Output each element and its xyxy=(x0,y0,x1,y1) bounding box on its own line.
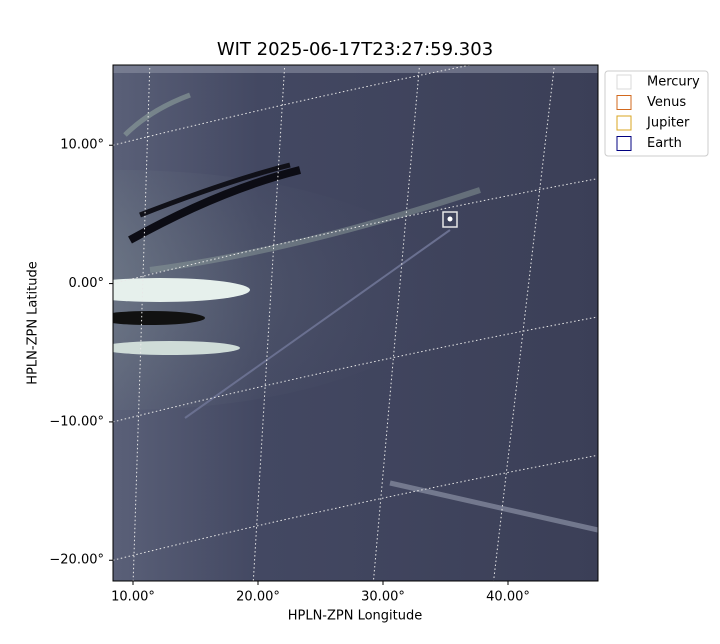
grid-line xyxy=(372,65,421,581)
x-tick-label: 40.00° xyxy=(486,590,530,605)
grid-line xyxy=(113,65,473,146)
legend-label: Mercury xyxy=(647,75,700,90)
plot-frame xyxy=(112,64,599,582)
grid-line xyxy=(493,65,555,581)
y-tick-label: 0.00° xyxy=(69,276,104,291)
x-tick-label: 10.00° xyxy=(111,590,155,605)
y-tick-label: −10.00° xyxy=(49,414,104,429)
legend-marker xyxy=(616,95,632,110)
grid-line xyxy=(113,316,598,423)
legend-label: Jupiter xyxy=(646,116,690,131)
legend-label: Earth xyxy=(647,136,682,151)
chart-title: WIT 2025-06-17T23:27:59.303 xyxy=(217,39,493,60)
grid-line xyxy=(113,454,598,561)
x-tick-label: 30.00° xyxy=(361,590,405,605)
legend-marker xyxy=(616,115,632,131)
legend-marker xyxy=(616,74,632,90)
image xyxy=(113,65,598,581)
x-tick-label: 20.00° xyxy=(236,590,280,605)
legend-label: Venus xyxy=(647,95,686,110)
x-axis-label: HPLN-ZPN Longitude xyxy=(288,609,423,624)
grid xyxy=(113,65,598,581)
y-tick-label: 10.00° xyxy=(60,138,104,153)
legend-marker xyxy=(616,136,632,151)
y-tick-label: −20.00° xyxy=(49,553,104,568)
y-axis-label: HPLN-ZPN Latitude xyxy=(26,261,41,384)
legend xyxy=(604,70,709,157)
grid-line xyxy=(113,178,598,285)
